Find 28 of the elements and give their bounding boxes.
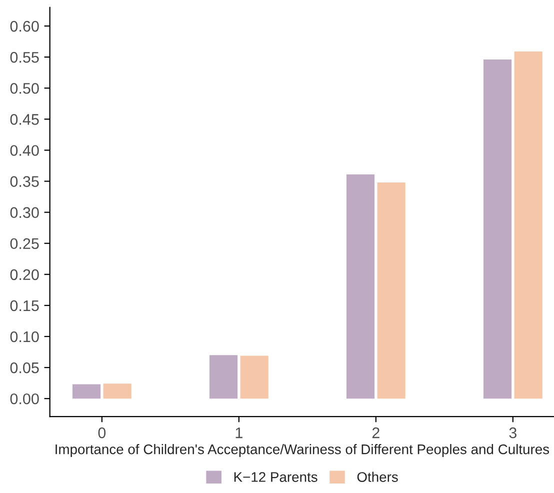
legend-label: Others <box>357 472 398 482</box>
bar <box>72 384 101 399</box>
y-tick-label: 0.10 <box>10 331 39 342</box>
y-tick-label: 0.05 <box>10 362 39 374</box>
y-tick-label: 0.55 <box>10 52 39 63</box>
y-tick-label: 0.35 <box>10 176 39 187</box>
y-tick-label: 0.40 <box>10 145 39 156</box>
x-tick-label: 3 <box>509 427 516 438</box>
y-tick-label: 0.20 <box>10 269 39 280</box>
x-tick-label: 2 <box>372 427 380 438</box>
y-tick-label: 0.30 <box>10 207 39 218</box>
x-tick-label: 0 <box>98 427 106 438</box>
y-tick-label: 0.50 <box>10 82 39 94</box>
y-tick-label: 0.15 <box>10 300 39 312</box>
legend-label: K−12 Parents <box>234 472 318 482</box>
y-tick-label: 0.45 <box>10 114 39 125</box>
bar <box>103 384 132 399</box>
y-tick-label: 0.00 <box>10 393 39 404</box>
y-tick-label: 0.25 <box>10 238 39 250</box>
x-axis-title: Importance of Children's Acceptance/Wariness of Different Peoples and Cultures <box>56 444 550 457</box>
bar <box>346 174 375 399</box>
bar <box>240 356 268 399</box>
bar <box>483 60 512 399</box>
bar <box>377 182 406 399</box>
y-tick-label: 0.60 <box>10 20 39 32</box>
bar <box>209 355 238 399</box>
x-tick-label: 1 <box>236 428 242 438</box>
bar <box>514 51 542 399</box>
